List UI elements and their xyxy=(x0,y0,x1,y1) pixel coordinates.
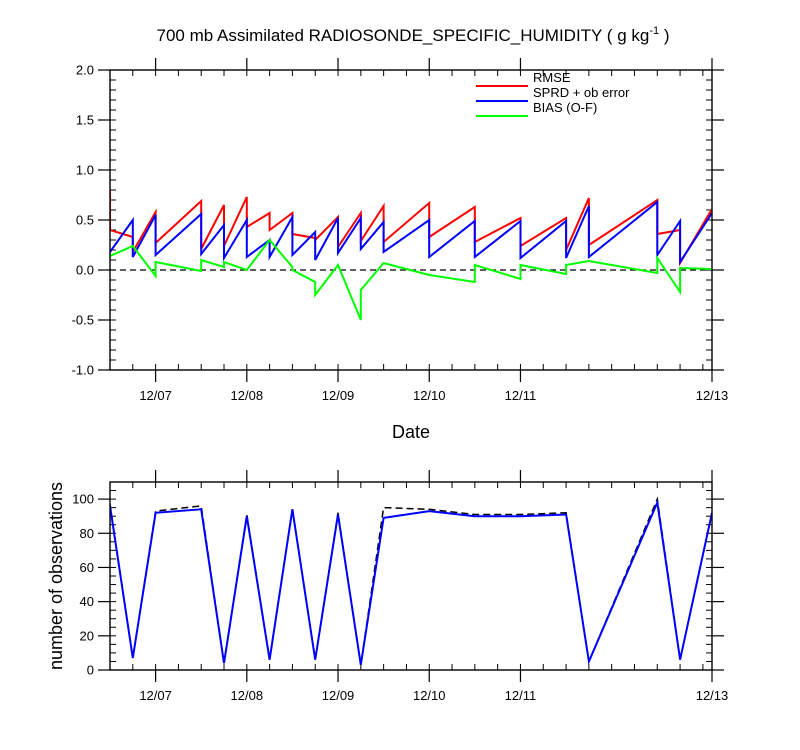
x-tick-label: 12/08 xyxy=(231,388,264,403)
plot-frame xyxy=(109,481,713,671)
y-tick-label: 60 xyxy=(80,560,94,575)
y-tick-label: -1.0 xyxy=(72,363,94,378)
x-tick-label: 12/07 xyxy=(139,388,172,403)
y-tick-label: 40 xyxy=(80,594,94,609)
series-line-assimilated-obs xyxy=(110,498,712,666)
x-tick-label: 12/13 xyxy=(696,388,729,403)
x-tick-label: 12/09 xyxy=(322,688,355,703)
y-tick-label: 100 xyxy=(72,492,94,507)
x-tick-label: 12/11 xyxy=(505,388,537,403)
series-line-sprd-ob-error xyxy=(110,199,712,266)
x-tick-label: 12/13 xyxy=(696,688,729,703)
y-tick-label: 0.0 xyxy=(76,263,94,278)
y-tick-label: 20 xyxy=(80,628,94,643)
x-tick-label: 12/10 xyxy=(413,388,446,403)
x-tick-label: 12/09 xyxy=(322,388,355,403)
x-tick-label: 12/10 xyxy=(413,688,446,703)
y-tick-label: 1.0 xyxy=(76,163,94,178)
x-tick-label: 12/07 xyxy=(139,688,172,703)
y-tick-label: -0.5 xyxy=(72,313,94,328)
chart-title-exponent: -1 xyxy=(649,25,659,37)
bottom-panel: 12/07 12/08 12/09 12/10 12/11 12/13 0 20 40 60 80 1… xyxy=(46,470,728,703)
y-tick-label: 0 xyxy=(87,663,94,678)
legend-label: BIAS (O-F) xyxy=(533,100,597,115)
top-panel: 12/07 12/08 12/09 12/10 12/11 12/13 -1.0 -0.5 0.… xyxy=(72,25,729,442)
y-axis-title: number of observations xyxy=(46,482,66,670)
y-tick-label: 2.0 xyxy=(76,63,94,78)
legend-label: SPRD + ob error xyxy=(533,85,630,100)
x-tick-label: 12/08 xyxy=(231,688,264,703)
legend-label: RMSE xyxy=(533,70,571,85)
y-tick-label: 1.5 xyxy=(76,113,94,128)
chart-title-main: 700 mb Assimilated RADIOSONDE_SPECIFIC_H… xyxy=(157,26,650,45)
y-tick-label: 80 xyxy=(80,526,94,541)
series-line-possible-obs xyxy=(110,496,712,666)
chart-title: 700 mb Assimilated RADIOSONDE_SPECIFIC_H… xyxy=(157,25,670,45)
chart-title-end: ) xyxy=(659,26,669,45)
series-line-bias xyxy=(110,238,712,321)
x-tick-label: 12/11 xyxy=(505,688,537,703)
y-tick-label: 0.5 xyxy=(76,213,94,228)
x-axis-title: Date xyxy=(392,422,430,442)
plot-frame xyxy=(109,69,713,371)
